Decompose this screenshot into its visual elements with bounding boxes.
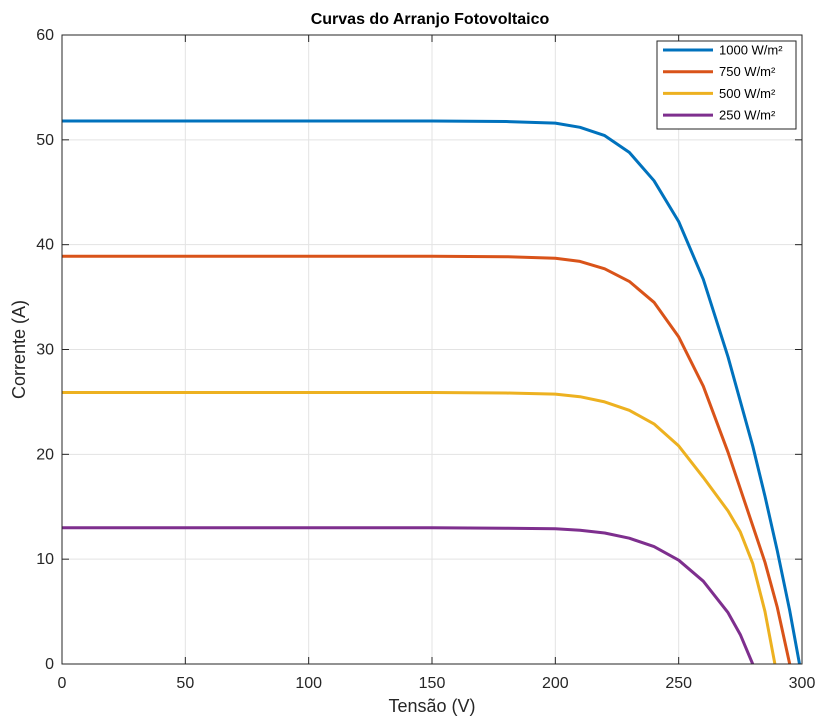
plot-area: 0 50 100 150 200 250 300 0 10 20 30 40 50 60 bbox=[36, 27, 815, 692]
x-tick-label: 200 bbox=[542, 675, 569, 692]
legend-label: 250 W/m² bbox=[719, 108, 776, 123]
y-tick-label: 0 bbox=[45, 656, 54, 673]
x-tick-label: 250 bbox=[665, 675, 692, 692]
legend-label: 750 W/m² bbox=[719, 64, 776, 79]
y-tick-label: 60 bbox=[36, 27, 54, 44]
series-line bbox=[62, 391, 777, 665]
y-tick-label: 50 bbox=[36, 132, 54, 149]
y-tick-label: 30 bbox=[36, 342, 54, 359]
legend-label: 500 W/m² bbox=[719, 86, 776, 101]
chart-title: Curvas do Arranjo Fotovoltaico bbox=[311, 11, 550, 28]
x-tick-label: 300 bbox=[789, 675, 816, 692]
legend-label: 1000 W/m² bbox=[719, 43, 783, 58]
x-tick-label: 150 bbox=[419, 675, 446, 692]
series-layer bbox=[62, 119, 801, 665]
y-axis-title: Corrente (A) bbox=[9, 300, 29, 399]
y-tick-label: 20 bbox=[36, 446, 54, 463]
x-axis-title: Tensão (V) bbox=[388, 696, 475, 716]
x-tick-label: 100 bbox=[295, 675, 322, 692]
x-tick-label: 50 bbox=[176, 675, 194, 692]
y-tick-label: 10 bbox=[36, 551, 54, 568]
series-line bbox=[62, 526, 755, 665]
y-tick-label: 40 bbox=[36, 237, 54, 254]
x-tick-label: 0 bbox=[58, 675, 67, 692]
tick-layer: 0 50 100 150 200 250 300 0 10 20 30 40 50 60 bbox=[36, 27, 815, 692]
legend: 1000 W/m² 750 W/m² 500 W/m² 250 W/m² bbox=[656, 40, 797, 130]
series-line bbox=[62, 119, 801, 665]
series-line bbox=[62, 254, 792, 665]
